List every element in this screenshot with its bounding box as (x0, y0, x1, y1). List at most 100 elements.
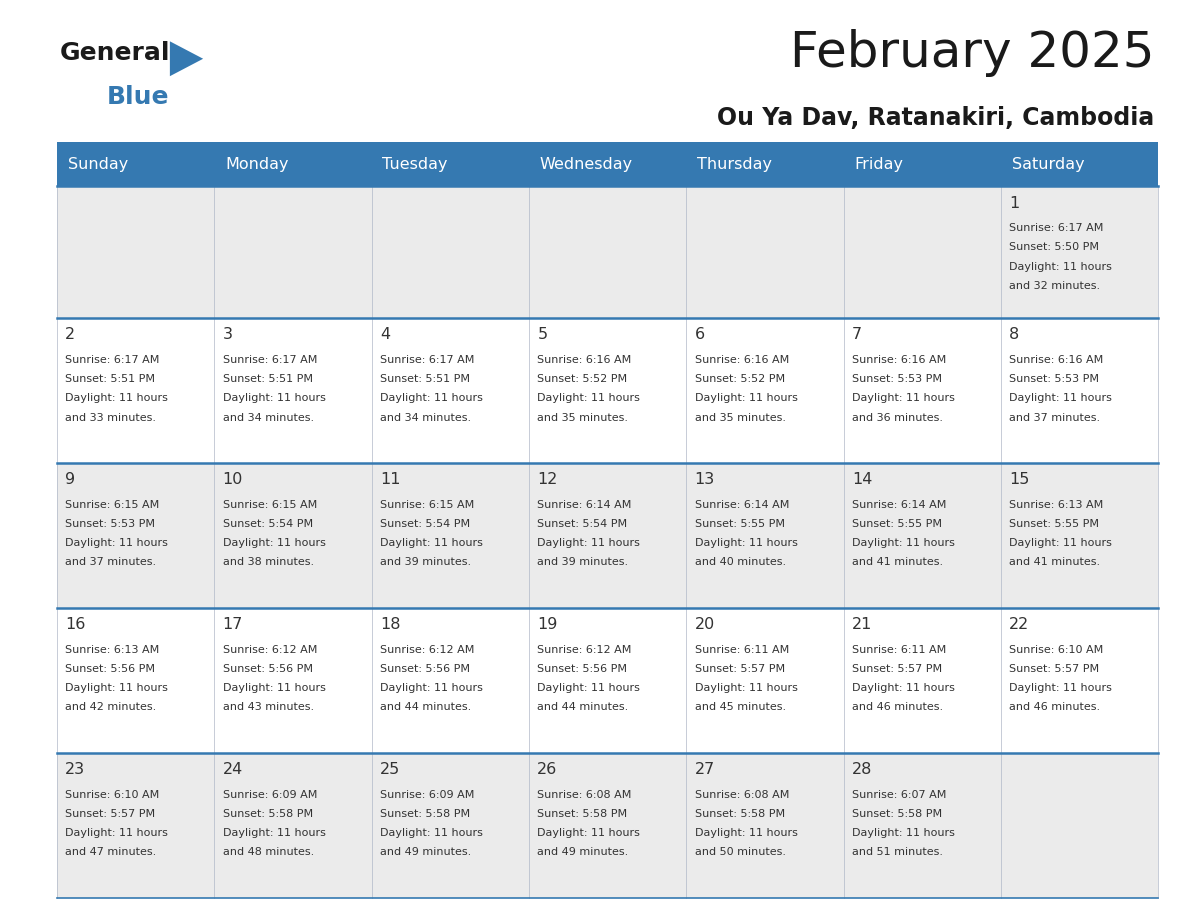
Bar (372, 186, 529, 318)
Text: Monday: Monday (225, 157, 289, 172)
Text: February 2025: February 2025 (790, 29, 1155, 77)
Text: Sunset: 5:52 PM: Sunset: 5:52 PM (537, 374, 627, 384)
Text: Sunrise: 6:17 AM: Sunrise: 6:17 AM (65, 354, 159, 364)
Bar (57, 753, 214, 898)
Bar (529, 753, 687, 898)
Bar (214, 463, 372, 608)
Polygon shape (170, 41, 203, 76)
Text: 18: 18 (380, 617, 400, 633)
Bar (214, 753, 372, 898)
Text: 26: 26 (537, 762, 557, 777)
Text: Daylight: 11 hours: Daylight: 11 hours (1010, 262, 1112, 272)
Text: Daylight: 11 hours: Daylight: 11 hours (852, 828, 955, 838)
Text: 7: 7 (852, 327, 862, 342)
Text: Sunrise: 6:16 AM: Sunrise: 6:16 AM (537, 354, 632, 364)
Text: Daylight: 11 hours: Daylight: 11 hours (695, 538, 797, 548)
Text: 22: 22 (1010, 617, 1030, 633)
Text: Sunset: 5:55 PM: Sunset: 5:55 PM (852, 519, 942, 529)
Text: and 50 minutes.: and 50 minutes. (695, 847, 785, 857)
Text: Sunset: 5:58 PM: Sunset: 5:58 PM (222, 809, 312, 819)
Text: and 49 minutes.: and 49 minutes. (380, 847, 472, 857)
Bar (1001, 608, 1158, 753)
Text: Sunrise: 6:14 AM: Sunrise: 6:14 AM (695, 499, 789, 509)
Bar (843, 318, 1001, 463)
Bar (687, 753, 843, 898)
Text: and 42 minutes.: and 42 minutes. (65, 702, 157, 712)
Text: and 40 minutes.: and 40 minutes. (695, 557, 785, 567)
Bar (529, 318, 687, 463)
Text: Sunrise: 6:16 AM: Sunrise: 6:16 AM (695, 354, 789, 364)
Text: Sunset: 5:56 PM: Sunset: 5:56 PM (380, 664, 470, 674)
Text: Sunrise: 6:09 AM: Sunrise: 6:09 AM (380, 789, 474, 800)
Text: Sunrise: 6:17 AM: Sunrise: 6:17 AM (222, 354, 317, 364)
Text: Sunrise: 6:12 AM: Sunrise: 6:12 AM (537, 644, 632, 655)
Text: and 51 minutes.: and 51 minutes. (852, 847, 943, 857)
Text: Sunrise: 6:09 AM: Sunrise: 6:09 AM (222, 789, 317, 800)
Text: 10: 10 (222, 472, 244, 487)
Bar (529, 186, 687, 318)
Text: Daylight: 11 hours: Daylight: 11 hours (695, 393, 797, 403)
Text: 8: 8 (1010, 327, 1019, 342)
Text: 25: 25 (380, 762, 400, 777)
Text: Sunset: 5:55 PM: Sunset: 5:55 PM (1010, 519, 1099, 529)
Text: Sunset: 5:55 PM: Sunset: 5:55 PM (695, 519, 784, 529)
Text: Sunset: 5:58 PM: Sunset: 5:58 PM (695, 809, 785, 819)
Text: Saturday: Saturday (1012, 157, 1085, 172)
Bar (843, 142, 1001, 186)
Text: 23: 23 (65, 762, 86, 777)
Text: and 33 minutes.: and 33 minutes. (65, 412, 157, 422)
Text: Sunset: 5:57 PM: Sunset: 5:57 PM (65, 809, 156, 819)
Bar (687, 608, 843, 753)
Text: 21: 21 (852, 617, 872, 633)
Bar (843, 463, 1001, 608)
Bar (529, 142, 687, 186)
Text: Ou Ya Dav, Ratanakiri, Cambodia: Ou Ya Dav, Ratanakiri, Cambodia (718, 106, 1155, 129)
Text: Sunset: 5:57 PM: Sunset: 5:57 PM (695, 664, 785, 674)
Text: Sunset: 5:58 PM: Sunset: 5:58 PM (852, 809, 942, 819)
Bar (687, 186, 843, 318)
Text: and 44 minutes.: and 44 minutes. (537, 702, 628, 712)
Text: Daylight: 11 hours: Daylight: 11 hours (380, 828, 482, 838)
Text: Sunset: 5:58 PM: Sunset: 5:58 PM (537, 809, 627, 819)
Text: and 46 minutes.: and 46 minutes. (852, 702, 943, 712)
Text: Sunrise: 6:08 AM: Sunrise: 6:08 AM (537, 789, 632, 800)
Text: Sunset: 5:53 PM: Sunset: 5:53 PM (1010, 374, 1099, 384)
Text: Sunrise: 6:10 AM: Sunrise: 6:10 AM (1010, 644, 1104, 655)
Text: Daylight: 11 hours: Daylight: 11 hours (852, 683, 955, 693)
Text: and 39 minutes.: and 39 minutes. (380, 557, 472, 567)
Text: and 44 minutes.: and 44 minutes. (380, 702, 472, 712)
Bar (372, 608, 529, 753)
Bar (57, 142, 214, 186)
Text: Daylight: 11 hours: Daylight: 11 hours (1010, 393, 1112, 403)
Bar (372, 753, 529, 898)
Text: and 34 minutes.: and 34 minutes. (222, 412, 314, 422)
Bar (687, 463, 843, 608)
Text: 11: 11 (380, 472, 400, 487)
Text: Sunrise: 6:13 AM: Sunrise: 6:13 AM (65, 644, 159, 655)
Text: 16: 16 (65, 617, 86, 633)
Text: and 45 minutes.: and 45 minutes. (695, 702, 785, 712)
Text: Sunset: 5:53 PM: Sunset: 5:53 PM (65, 519, 156, 529)
Text: 2: 2 (65, 327, 76, 342)
Text: and 39 minutes.: and 39 minutes. (537, 557, 628, 567)
Bar (1001, 186, 1158, 318)
Text: Sunrise: 6:17 AM: Sunrise: 6:17 AM (1010, 223, 1104, 233)
Text: Sunday: Sunday (68, 157, 128, 172)
Text: and 49 minutes.: and 49 minutes. (537, 847, 628, 857)
Text: 24: 24 (222, 762, 242, 777)
Text: Sunset: 5:57 PM: Sunset: 5:57 PM (1010, 664, 1099, 674)
Text: and 48 minutes.: and 48 minutes. (222, 847, 314, 857)
Bar (57, 186, 214, 318)
Text: Daylight: 11 hours: Daylight: 11 hours (1010, 538, 1112, 548)
Bar (1001, 463, 1158, 608)
Bar (529, 463, 687, 608)
Text: and 35 minutes.: and 35 minutes. (695, 412, 785, 422)
Text: and 46 minutes.: and 46 minutes. (1010, 702, 1100, 712)
Text: Sunset: 5:57 PM: Sunset: 5:57 PM (852, 664, 942, 674)
Text: Friday: Friday (854, 157, 903, 172)
Text: Sunset: 5:51 PM: Sunset: 5:51 PM (222, 374, 312, 384)
Text: 14: 14 (852, 472, 872, 487)
Bar (1001, 142, 1158, 186)
Text: Daylight: 11 hours: Daylight: 11 hours (65, 828, 169, 838)
Text: 13: 13 (695, 472, 715, 487)
